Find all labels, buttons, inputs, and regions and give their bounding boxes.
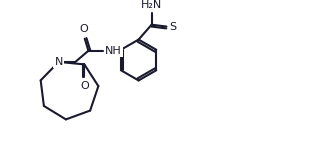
Text: O: O bbox=[80, 24, 88, 34]
Text: O: O bbox=[80, 81, 89, 91]
Text: S: S bbox=[169, 22, 176, 32]
Text: N: N bbox=[54, 57, 63, 67]
Text: NH: NH bbox=[105, 46, 122, 56]
Text: H₂N: H₂N bbox=[141, 0, 162, 10]
